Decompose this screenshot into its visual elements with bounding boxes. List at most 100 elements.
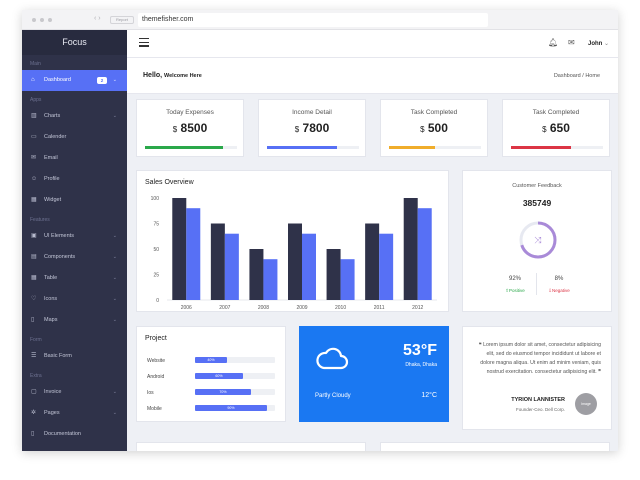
- brand-logo[interactable]: Focus: [22, 30, 127, 55]
- stat-currency: $: [294, 125, 300, 134]
- browser-bar: ‹ › Report themefisher.com: [22, 10, 618, 30]
- testimonial-text: Lorem ipsum dolor sit amet, consectetur …: [480, 342, 601, 376]
- stat-progress-track: [267, 146, 359, 149]
- sidebar: Focus Main ⌂ Dashboard 2 ⌄ Apps ▥ Charts ⌄ ▭ Calen…: [22, 30, 127, 451]
- bar-2012-series-1[interactable]: [403, 198, 418, 300]
- map-icon: ▯: [31, 317, 35, 323]
- notification-badge: 2: [97, 77, 107, 84]
- sidebar-section-label: Main: [30, 61, 41, 67]
- sidebar-item-dashboard[interactable]: ⌂ Dashboard 2 ⌄: [22, 70, 127, 91]
- address-bar[interactable]: themefisher.com: [138, 13, 488, 27]
- stat-value: $ 650: [503, 121, 609, 135]
- stat-number: 7800: [302, 121, 330, 135]
- sidebar-item-charts[interactable]: ▥ Charts ⌄: [22, 106, 127, 127]
- window-maximize-dot[interactable]: [48, 18, 52, 22]
- calendar-icon: ▭: [31, 134, 37, 140]
- chevron-down-icon: ⌄: [112, 389, 117, 395]
- stat-value: $ 8500: [137, 121, 243, 135]
- stat-value: $ 500: [381, 121, 487, 135]
- sidebar-item-components[interactable]: ▤ Components ⌄: [22, 247, 127, 268]
- window-minimize-dot[interactable]: [40, 18, 44, 22]
- project-row-label: Mobile: [147, 406, 162, 412]
- stat-currency: $: [542, 125, 547, 134]
- sidebar-item-documentation[interactable]: ▯ Documentation: [22, 424, 127, 445]
- x-tick-label: 2009: [296, 305, 307, 311]
- bar-2009-series-2[interactable]: [302, 233, 316, 300]
- bar-2007-series-2[interactable]: [224, 233, 239, 300]
- bell-icon[interactable]: 🔔︎: [548, 38, 559, 47]
- project-card: Project Website 40% Android 60% Ios 70% Mobile…: [136, 326, 286, 422]
- sidebar-item-icons[interactable]: ♡ Icons ⌄: [22, 289, 127, 310]
- sidebar-item-ui-elements[interactable]: ▣ UI Elements ⌄: [22, 226, 127, 247]
- sidebar-item-label: Dashboard: [44, 77, 71, 83]
- app-window: ‹ › Report themefisher.com Focus Main ⌂ Da…: [22, 10, 618, 451]
- sidebar-item-maps[interactable]: ▯ Maps ⌄: [22, 310, 127, 331]
- project-progress-fill: 40%: [195, 357, 227, 363]
- bottom-card-left: [136, 442, 366, 451]
- bar-2010-series-1[interactable]: [326, 249, 341, 300]
- chevron-down-icon: ⌄: [112, 410, 117, 416]
- sidebar-item-email[interactable]: ✉ Email: [22, 148, 127, 169]
- stat-card-expenses: Today Expenses $ 8500: [136, 99, 244, 157]
- browser-nav-arrows-icon[interactable]: ‹ ›: [94, 15, 101, 22]
- breadcrumb-dashboard-link[interactable]: Dashboard: [553, 73, 581, 79]
- form-icon: ☰: [31, 353, 37, 359]
- project-row-label: Ios: [147, 390, 154, 396]
- sidebar-item-basic-form[interactable]: ☰ Basic Form: [22, 346, 127, 367]
- chevron-down-icon: ⌄: [112, 233, 117, 239]
- chevron-down-icon: ⌄: [112, 77, 117, 83]
- sidebar-item-profile[interactable]: ☺ Profile: [22, 169, 127, 190]
- bar-2012-series-2[interactable]: [417, 208, 432, 300]
- bar-2008-series-1[interactable]: [249, 249, 264, 300]
- stat-title: Income Detail: [292, 109, 332, 116]
- email-icon: ✉: [31, 155, 37, 161]
- bar-chart-icon: ▥: [31, 113, 37, 119]
- browser-tab[interactable]: Report: [110, 16, 134, 24]
- y-tick-label: 25: [153, 273, 159, 279]
- bar-2006-series-2[interactable]: [186, 208, 201, 300]
- sidebar-item-label: Calender: [44, 134, 67, 140]
- sidebar-item-label: Pages: [44, 410, 60, 416]
- sidebar-item-label: Basic Form: [44, 353, 72, 359]
- bar-2006-series-1[interactable]: [172, 198, 187, 300]
- chevron-down-icon: ⌄: [112, 275, 117, 281]
- bar-2007-series-1[interactable]: [210, 223, 225, 301]
- sidebar-item-table[interactable]: ▦ Table ⌄: [22, 268, 127, 289]
- sidebar-item-invoice[interactable]: ▢ Invoice ⌄: [22, 382, 127, 403]
- window-close-dot[interactable]: [32, 18, 36, 22]
- sidebar-item-label: Documentation: [44, 431, 81, 437]
- bar-2011-series-1[interactable]: [365, 223, 380, 301]
- mail-icon[interactable]: ✉︎: [568, 38, 575, 47]
- user-menu[interactable]: John ⌄: [588, 40, 609, 47]
- weather-location: Dhaka, Dhaka: [405, 362, 437, 368]
- bar-2009-series-1[interactable]: [288, 223, 302, 301]
- bar-2008-series-2[interactable]: [263, 259, 278, 300]
- y-tick-label: 50: [153, 247, 159, 253]
- sidebar-item-label: Table: [44, 275, 58, 281]
- stat-progress-fill: [267, 146, 337, 149]
- bar-2010-series-2[interactable]: [340, 259, 355, 300]
- layout-icon: ▣: [31, 233, 37, 239]
- chevron-down-icon: ⌄: [112, 317, 117, 323]
- stat-progress-track: [389, 146, 481, 149]
- open-quote-icon: ❝: [478, 342, 482, 348]
- sidebar-item-calender[interactable]: ▭ Calender: [22, 127, 127, 148]
- testimonial-author: TYRION LANNISTER: [511, 397, 565, 403]
- grid-icon: ▦: [31, 197, 37, 203]
- stat-title: Today Expenses: [166, 109, 214, 116]
- negative-percent: 8%: [554, 276, 564, 282]
- sidebar-item-widget[interactable]: ▦ Widget: [22, 190, 127, 211]
- stat-number: 8500: [180, 121, 208, 135]
- stat-value: $ 7800: [259, 121, 365, 135]
- invoice-icon: ▢: [31, 389, 37, 395]
- breadcrumb: Dashboard / Home: [554, 73, 600, 79]
- shuffle-icon: ⤨: [534, 236, 542, 246]
- positive-percent: 92%: [508, 276, 521, 282]
- bar-2011-series-2[interactable]: [379, 233, 394, 300]
- x-tick-label: 2006: [181, 305, 192, 311]
- sidebar-item-pages[interactable]: ✲ Pages ⌄: [22, 403, 127, 424]
- hamburger-menu-icon[interactable]: [139, 38, 149, 49]
- project-row-label: Android: [147, 374, 165, 380]
- testimonial-quote: ❝ Lorem ipsum dolor sit amet, consectetu…: [473, 341, 601, 377]
- stat-progress-track: [145, 146, 237, 149]
